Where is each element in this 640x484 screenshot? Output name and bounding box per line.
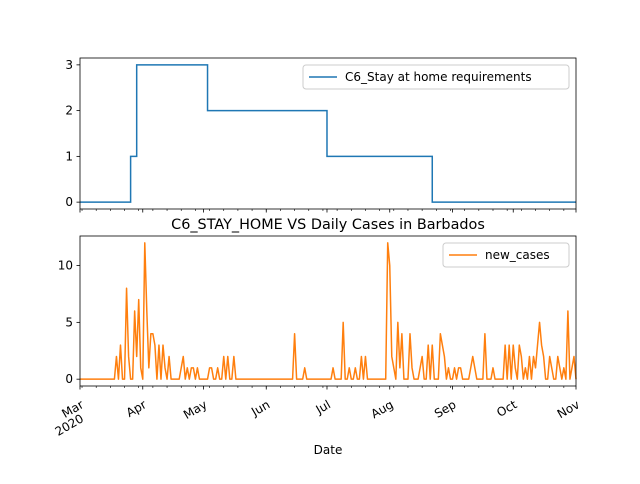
bottom-y-tick-label: 0 bbox=[65, 372, 73, 386]
top-y-tick-label: 0 bbox=[65, 195, 73, 209]
x-tick-label: Aug bbox=[368, 397, 395, 421]
bottom-y-tick-label: 5 bbox=[65, 315, 73, 329]
stay-home-series-line bbox=[80, 64, 576, 203]
top-y-tick-label: 2 bbox=[65, 104, 73, 118]
top-x-ticks bbox=[79, 209, 577, 213]
top-legend: C6_Stay at home requirements bbox=[302, 64, 570, 90]
top-axes: 0 1 2 3 C6_Stay at home requirements bbox=[65, 57, 577, 213]
x-tick-label: Nov bbox=[555, 397, 582, 421]
bottom-y-tick-label: 10 bbox=[58, 259, 73, 273]
bottom-legend-label: new_cases bbox=[485, 248, 550, 262]
top-legend-box bbox=[302, 64, 570, 90]
top-y-ticks: 0 1 2 3 bbox=[65, 58, 80, 209]
x-tick-label: Oct bbox=[494, 397, 519, 420]
x-tick-label: Sep bbox=[432, 397, 459, 420]
x-axis-label: Date bbox=[314, 443, 343, 457]
new-cases-series-line bbox=[80, 242, 577, 380]
bottom-axes: C6_STAY_HOME VS Daily Cases in Barbados … bbox=[53, 217, 582, 457]
top-y-tick-label: 1 bbox=[65, 149, 73, 163]
chart-title: C6_STAY_HOME VS Daily Cases in Barbados bbox=[171, 217, 485, 233]
x-tick-label: Jul bbox=[313, 397, 333, 417]
top-y-tick-label: 3 bbox=[65, 58, 73, 72]
x-tick-label: May bbox=[181, 397, 209, 422]
top-axes-frame bbox=[79, 57, 577, 210]
bottom-y-ticks: 0 5 10 bbox=[58, 259, 80, 386]
x-tick-label: Jun bbox=[248, 397, 272, 419]
bottom-legend: new_cases bbox=[442, 242, 570, 268]
x-tick-label: Apr bbox=[124, 397, 149, 420]
bottom-axes-frame bbox=[79, 235, 577, 387]
bottom-legend-box bbox=[442, 242, 570, 268]
top-legend-label: C6_Stay at home requirements bbox=[345, 70, 532, 84]
